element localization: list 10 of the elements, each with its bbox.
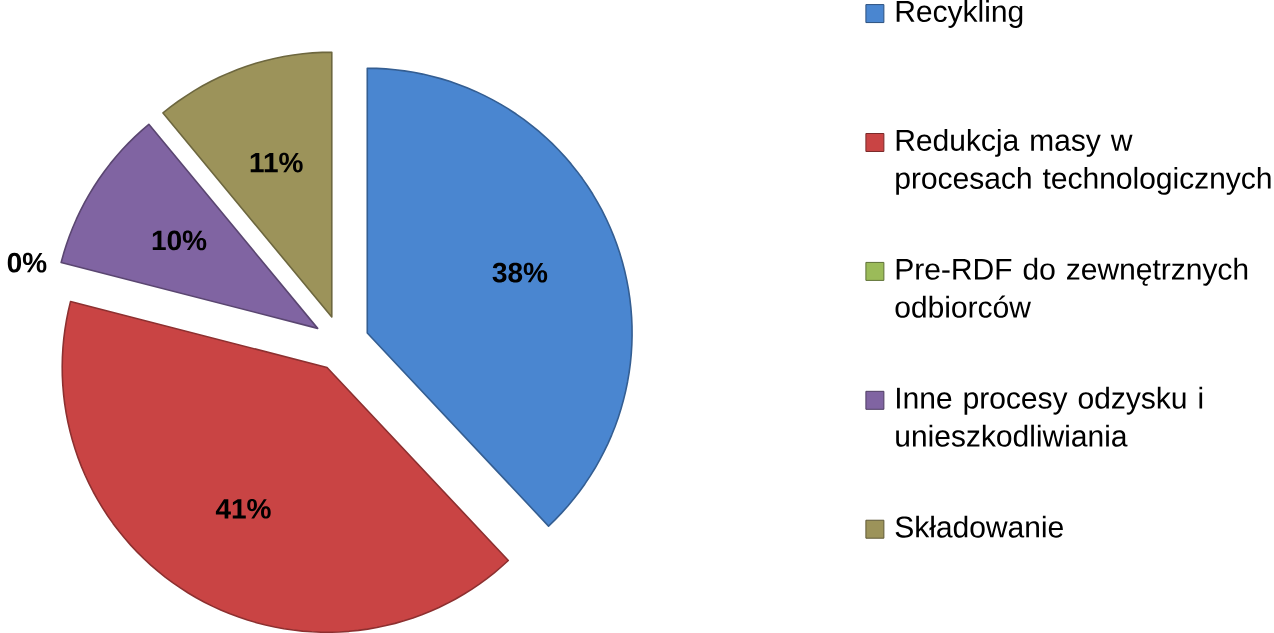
legend-label: Redukcja masy w procesach technologicznych: [896, 128, 1271, 195]
text: 0%: [7, 252, 47, 273]
data-label: 38%: [492, 262, 548, 283]
data-label: 10%: [152, 230, 207, 251]
legend-label: Pre-RDF do zewnętrznych odbiorców: [895, 257, 1248, 318]
data-label: 41%: [215, 498, 271, 519]
data-label: 11%: [250, 152, 303, 173]
legend-label: Składowanie: [895, 515, 1063, 538]
legend-label: Inne procesy odzysku i unieszkodliwiania: [896, 386, 1203, 447]
legend-label: Recykling: [896, 0, 1023, 28]
